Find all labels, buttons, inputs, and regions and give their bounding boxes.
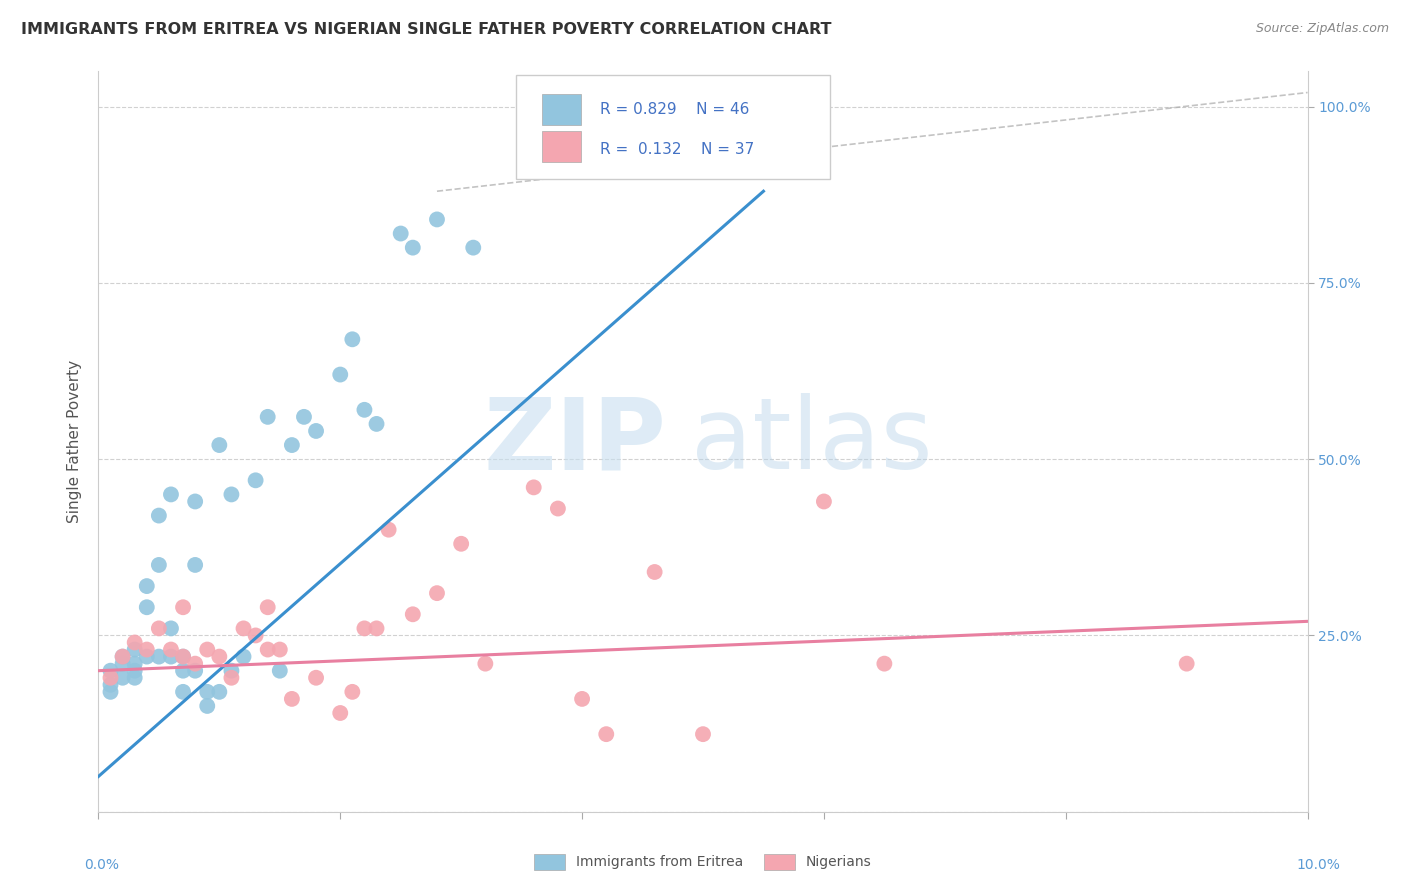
Point — [402, 607, 425, 622]
Point — [873, 657, 896, 671]
Point — [547, 501, 569, 516]
Point — [148, 558, 170, 572]
Point — [208, 438, 231, 452]
Point — [100, 678, 122, 692]
Point — [124, 657, 146, 671]
Point — [148, 649, 170, 664]
Point — [329, 368, 352, 382]
Point — [269, 642, 291, 657]
Point — [523, 480, 546, 494]
Text: ZIP: ZIP — [484, 393, 666, 490]
Point — [232, 621, 254, 635]
Point — [221, 671, 243, 685]
Point — [474, 657, 496, 671]
Point — [135, 579, 157, 593]
Point — [426, 212, 449, 227]
Point — [353, 402, 375, 417]
Point — [221, 487, 243, 501]
Point — [269, 664, 291, 678]
FancyBboxPatch shape — [543, 131, 581, 162]
Point — [195, 698, 218, 713]
Point — [172, 649, 194, 664]
Legend: Immigrants from Eritrea, Nigerians: Immigrants from Eritrea, Nigerians — [529, 848, 877, 875]
Point — [160, 642, 183, 657]
Point — [595, 727, 617, 741]
Point — [463, 241, 485, 255]
Point — [329, 706, 352, 720]
Text: R =  0.132    N = 37: R = 0.132 N = 37 — [600, 142, 755, 157]
Point — [342, 332, 364, 346]
Point — [184, 657, 207, 671]
Point — [232, 649, 254, 664]
Point — [160, 487, 183, 501]
Text: IMMIGRANTS FROM ERITREA VS NIGERIAN SINGLE FATHER POVERTY CORRELATION CHART: IMMIGRANTS FROM ERITREA VS NIGERIAN SING… — [21, 22, 831, 37]
Point — [692, 727, 714, 741]
Point — [100, 685, 122, 699]
Point — [148, 621, 170, 635]
Point — [100, 664, 122, 678]
Point — [256, 409, 278, 424]
Point — [305, 671, 328, 685]
Point — [111, 671, 134, 685]
Point — [195, 685, 218, 699]
Point — [245, 473, 267, 487]
Point — [813, 494, 835, 508]
Point — [135, 649, 157, 664]
Point — [342, 685, 364, 699]
Point — [571, 692, 593, 706]
Point — [281, 438, 304, 452]
Point — [1175, 657, 1198, 671]
Point — [111, 649, 134, 664]
Text: atlas: atlas — [690, 393, 932, 490]
Point — [135, 642, 157, 657]
Point — [208, 649, 231, 664]
Point — [305, 424, 328, 438]
Point — [281, 692, 304, 706]
Point — [402, 241, 425, 255]
Text: R = 0.829    N = 46: R = 0.829 N = 46 — [600, 103, 749, 118]
Point — [256, 600, 278, 615]
Point — [172, 685, 194, 699]
Point — [195, 642, 218, 657]
Point — [208, 685, 231, 699]
Point — [426, 586, 449, 600]
Point — [221, 664, 243, 678]
Point — [184, 558, 207, 572]
Point — [124, 635, 146, 649]
Point — [111, 657, 134, 671]
Text: Source: ZipAtlas.com: Source: ZipAtlas.com — [1256, 22, 1389, 36]
Point — [353, 621, 375, 635]
Point — [184, 664, 207, 678]
Point — [245, 628, 267, 642]
Point — [160, 621, 183, 635]
Point — [450, 537, 472, 551]
Point — [124, 671, 146, 685]
Point — [172, 600, 194, 615]
Y-axis label: Single Father Poverty: Single Father Poverty — [67, 360, 83, 523]
Point — [366, 621, 388, 635]
Point — [100, 671, 122, 685]
Point — [292, 409, 315, 424]
Point — [377, 523, 399, 537]
FancyBboxPatch shape — [516, 75, 830, 178]
Text: 0.0%: 0.0% — [84, 858, 118, 872]
Point — [256, 642, 278, 657]
Point — [389, 227, 412, 241]
Text: 10.0%: 10.0% — [1296, 858, 1341, 872]
Point — [644, 565, 666, 579]
Point — [135, 600, 157, 615]
Point — [124, 664, 146, 678]
Point — [172, 664, 194, 678]
FancyBboxPatch shape — [543, 94, 581, 125]
Point — [124, 642, 146, 657]
Point — [172, 649, 194, 664]
Point — [160, 649, 183, 664]
Point — [366, 417, 388, 431]
Point — [111, 649, 134, 664]
Point — [148, 508, 170, 523]
Point — [184, 494, 207, 508]
